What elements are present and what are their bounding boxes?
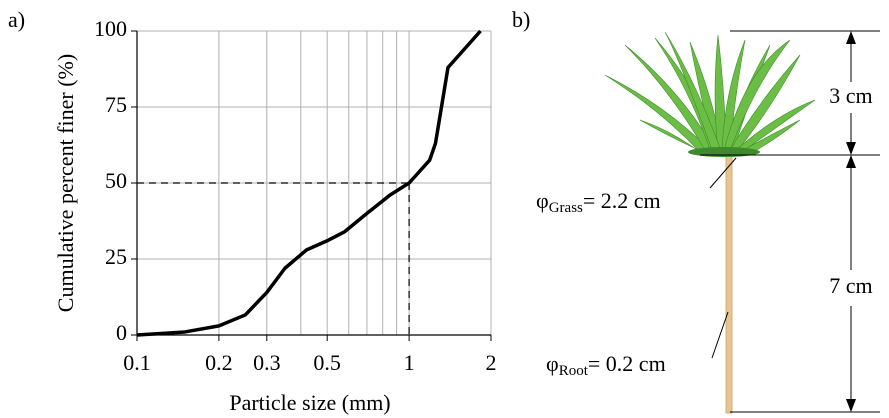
- subscript: Grass: [549, 200, 583, 216]
- figure: a) b) Particle size (mm) Cumulative perc…: [0, 0, 889, 418]
- symbol: φ: [546, 351, 559, 376]
- symbol: φ: [536, 188, 549, 213]
- value: = 2.2 cm: [583, 188, 661, 213]
- panel-label: a): [8, 7, 25, 32]
- y-tick-label: 50: [105, 168, 127, 193]
- y-tick-label: 100: [94, 16, 127, 41]
- subscript: Root: [559, 363, 589, 379]
- x-axis-label: Particle size (mm): [229, 390, 390, 415]
- dimension-label: 3 cm: [829, 83, 872, 108]
- x-tick-label: 1: [404, 350, 415, 375]
- y-axis-label: Cumulative percent finer (%): [53, 54, 78, 312]
- dimension-label: 7 cm: [829, 273, 872, 298]
- y-tick-label: 25: [105, 244, 127, 269]
- root-diameter-label: φRoot= 0.2 cm: [546, 351, 666, 379]
- grass-diameter-label: φGrass= 2.2 cm: [536, 188, 661, 216]
- x-tick-label: 0.1: [123, 350, 151, 375]
- y-tick-label: 75: [105, 92, 127, 117]
- y-tick-label: 0: [116, 320, 127, 345]
- panel-label: b): [512, 7, 530, 32]
- x-tick-label: 0.5: [313, 350, 341, 375]
- value: = 0.2 cm: [588, 351, 666, 376]
- x-tick-label: 0.2: [205, 350, 233, 375]
- x-tick-label: 0.3: [253, 350, 281, 375]
- root-stem: [726, 153, 732, 413]
- x-tick-label: 2: [486, 350, 497, 375]
